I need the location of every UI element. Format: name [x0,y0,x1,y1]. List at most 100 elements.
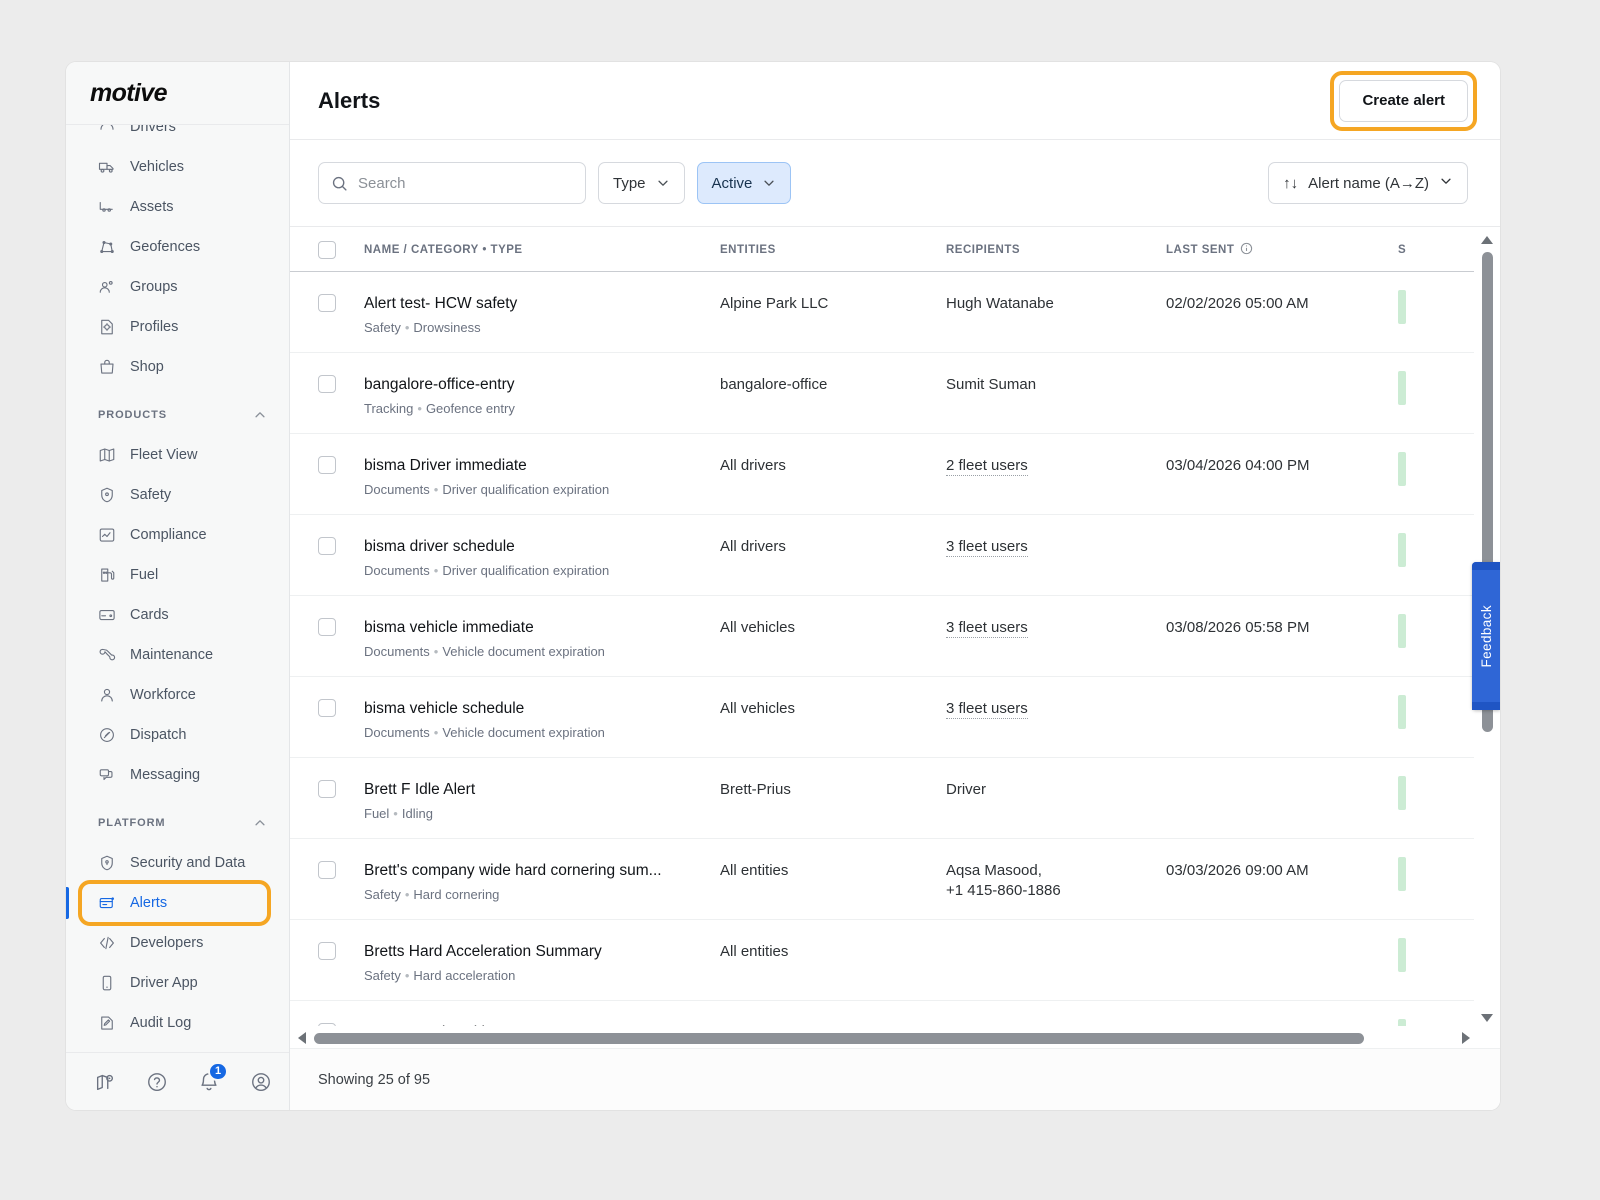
chart-icon [98,526,116,544]
row-checkbox[interactable] [318,537,336,555]
column-header-status[interactable]: S [1398,243,1407,256]
table-row[interactable]: Brett F Idle Alert Fuel • Idling Brett-Prius… [290,758,1474,839]
fuel-pump-icon [98,566,116,584]
alert-category-type: Safety • Drowsiness [364,320,720,335]
bell-icon[interactable]: 1 [198,1061,229,1093]
recipients-link[interactable]: 3 fleet users [946,538,1028,557]
sidebar-item-shop[interactable]: Shop [66,347,289,387]
horizontal-scrollbar-thumb[interactable] [314,1032,1364,1044]
sidebar-item-groups[interactable]: Groups [66,267,289,307]
table-row[interactable]: bangalore-office-entry Tracking • Geofence … [290,353,1474,434]
sidebar-item-fuel[interactable]: Fuel [66,555,289,595]
table-row[interactable]: Alert test- HCW safety Safety • Drowsiness A… [290,272,1474,353]
sidebar-nav-scroll[interactable]: Drivers Vehicles Assets Geofences Groups Prof… [66,125,289,1052]
vertical-scrollbar[interactable] [1480,236,1494,1022]
info-icon[interactable] [1240,242,1253,258]
column-header-name[interactable]: NAME / CATEGORY • TYPE [364,243,523,256]
sidebar-item-safety[interactable]: Safety [66,475,289,515]
chevron-up-icon[interactable] [253,816,267,830]
create-alert-button[interactable]: Create alert [1339,79,1468,122]
row-checkbox[interactable] [318,699,336,717]
recipients-link[interactable]: 3 fleet users [946,700,1028,719]
row-checkbox[interactable] [318,942,336,960]
table-row[interactable]: bisma vehicle immediate Documents • Vehicle… [290,596,1474,677]
recipients-link[interactable]: 2 fleet users [946,457,1028,476]
sidebar-item-alerts[interactable]: Alerts [66,880,289,926]
row-checkbox[interactable] [318,618,336,636]
select-all-checkbox[interactable] [318,240,336,259]
alert-card-icon [98,894,116,912]
sidebar-item-dispatch[interactable]: Dispatch [66,715,289,755]
alert-name[interactable]: Brett F Idle Alert [364,781,476,798]
row-checkbox[interactable] [318,780,336,798]
table-row[interactable]: Bretts Hard Acceleration Summary Safety • H… [290,920,1474,1001]
sidebar-item-profiles[interactable]: Profiles [66,307,289,347]
row-checkbox[interactable] [318,375,336,393]
account-icon[interactable] [250,1071,272,1093]
column-header-last-sent[interactable]: LAST SENT [1166,242,1398,258]
column-header-recipients[interactable]: RECIPIENTS [946,243,1021,256]
scroll-down-arrow[interactable] [1480,1014,1494,1022]
last-sent-cell [1166,758,1398,780]
sidebar-item-fleet-view[interactable]: Fleet View [66,435,289,475]
table-row[interactable]: bisma Driver immediate Documents • Driver q… [290,434,1474,515]
sidebar-item-driver-app[interactable]: Driver App [66,963,289,1003]
sidebar-item-label: Geofences [130,239,201,255]
code-icon [98,934,116,952]
sidebar-item-label: Compliance [130,527,207,543]
row-checkbox[interactable] [318,861,336,879]
map-pin-icon[interactable] [94,1071,116,1093]
type-filter-dropdown[interactable]: Type [598,162,685,204]
chevron-up-icon[interactable] [253,408,267,422]
column-header-entities[interactable]: ENTITIES [720,243,776,256]
alert-name[interactable]: bisma driver schedule [364,538,515,555]
alert-name[interactable]: bangalore-office-entry [364,376,515,393]
sidebar-item-label: Alerts [130,895,168,911]
sidebar-item-cards[interactable]: Cards [66,595,289,635]
table-row[interactable]: bisma driver schedule Documents • Driver qu… [290,515,1474,596]
sidebar-item-vehicles[interactable]: Vehicles [66,147,289,187]
help-circle-icon[interactable] [146,1071,168,1093]
alert-name[interactable]: bisma Driver immediate [364,457,527,474]
alert-name[interactable]: Alert test- HCW safety [364,295,518,312]
status-cell [1398,596,1474,648]
alert-name[interactable]: Bretts Hard Acceleration Summary [364,943,602,960]
sort-dropdown[interactable]: ↑↓ Alert name (A→Z) [1268,162,1468,204]
brand-logo[interactable]: motive [66,62,289,125]
alert-name[interactable]: bisma vehicle schedule [364,700,525,717]
alert-name[interactable]: Brett's Hard Braking Summary [364,1023,720,1026]
table-row[interactable]: Brett's Hard Braking SummarySafety•Hard … [290,1001,1474,1026]
row-checkbox[interactable] [318,294,336,312]
sidebar-item-assets[interactable]: Assets [66,187,289,227]
sidebar-item-workforce[interactable]: Workforce [66,675,289,715]
sidebar-item-geofences[interactable]: Geofences [66,227,289,267]
alert-name[interactable]: Brett's company wide hard cornering sum.… [364,862,662,879]
sidebar-item-messaging[interactable]: Messaging [66,755,289,795]
sidebar-item-security-and-data[interactable]: Security and Data [66,843,289,883]
sidebar-item-compliance[interactable]: Compliance [66,515,289,555]
sidebar-item-audit-log[interactable]: Audit Log [66,1003,289,1043]
horizontal-scrollbar[interactable] [298,1030,1470,1046]
scroll-right-arrow[interactable] [1462,1032,1470,1044]
sidebar-section-products[interactable]: PRODUCTS [66,395,289,435]
shield-lock-icon [98,854,116,872]
search-box[interactable] [318,162,586,204]
filter-toolbar: Type Active ↑↓ Alert name (A→Z) [290,140,1500,227]
row-checkbox[interactable] [318,1023,336,1026]
recipients-link[interactable]: 3 fleet users [946,619,1028,638]
scroll-left-arrow[interactable] [298,1032,306,1044]
scroll-up-arrow[interactable] [1480,236,1494,244]
table-row[interactable]: Brett's company wide hard cornering sum.… [290,839,1474,920]
sidebar-item-maintenance[interactable]: Maintenance [66,635,289,675]
search-input[interactable] [358,174,573,192]
status-filter-dropdown[interactable]: Active [696,162,792,204]
row-checkbox[interactable] [318,456,336,474]
sidebar-item-drivers[interactable]: Drivers [66,125,289,147]
vertical-scrollbar-thumb[interactable] [1482,252,1493,732]
feedback-tab[interactable]: Feedback [1472,562,1500,710]
alert-name[interactable]: bisma vehicle immediate [364,619,534,636]
alert-category: Documents [364,644,430,659]
sidebar-section-platform[interactable]: PLATFORM [66,803,289,843]
sidebar-item-developers[interactable]: Developers [66,923,289,963]
table-row[interactable]: bisma vehicle schedule Documents • Vehicle … [290,677,1474,758]
